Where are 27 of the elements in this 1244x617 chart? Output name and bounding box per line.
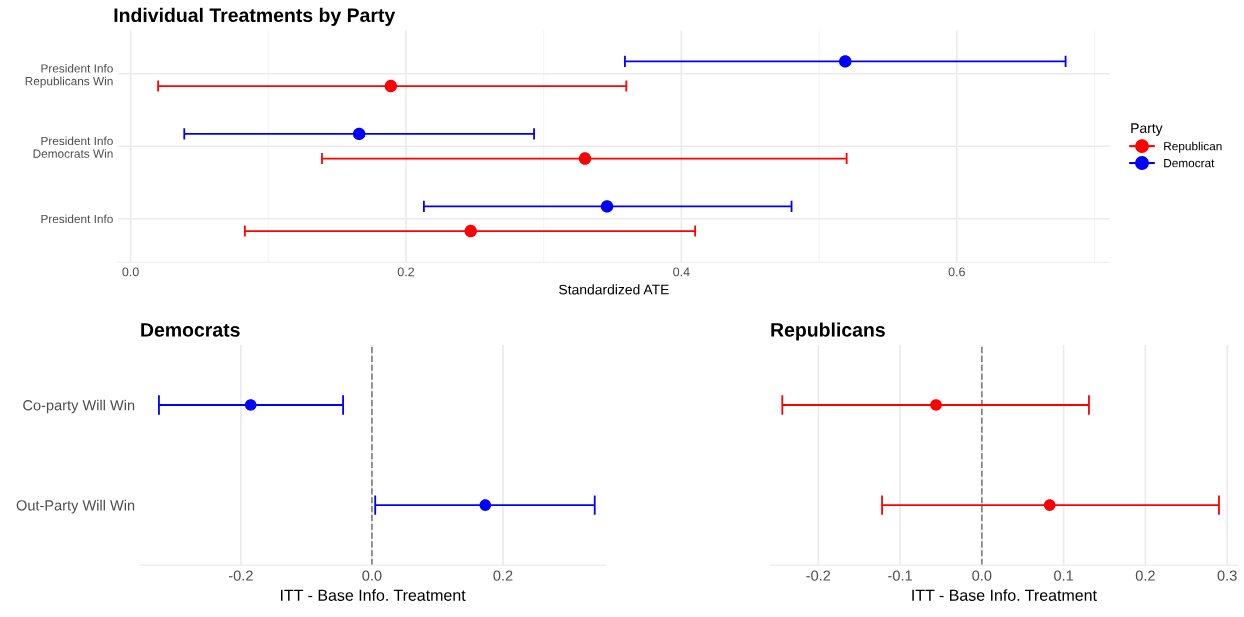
x-axis-title: ITT - Base Info. Treatment bbox=[912, 589, 1097, 601]
chart-title: Democrats bbox=[141, 323, 240, 337]
x-tick-label: 0.2 bbox=[397, 267, 415, 277]
x-tick-label: -0.1 bbox=[888, 570, 912, 581]
legend-title: Party bbox=[1131, 123, 1163, 136]
x-tick-label: 0.0 bbox=[122, 267, 139, 277]
chart-title: Individual Treatments by Party bbox=[114, 7, 396, 26]
x-tick-label: 0.2 bbox=[493, 570, 513, 581]
x-tick-label: 0.0 bbox=[972, 570, 992, 581]
x-axis-title: Standardized ATE bbox=[559, 284, 669, 295]
chart-title: Republicans bbox=[771, 322, 885, 341]
x-tick-label: 0.2 bbox=[1135, 570, 1155, 581]
x-tick-label: 0.3 bbox=[1217, 570, 1237, 581]
y-tick-label: President Info bbox=[41, 214, 113, 224]
y-tick-label: President Info Republicans Win bbox=[25, 63, 113, 88]
x-tick-label: -0.2 bbox=[806, 570, 831, 581]
y-tick-label: Co-party Will Win bbox=[23, 399, 135, 414]
x-axis-title: ITT - Base Info. Treatment bbox=[280, 589, 466, 601]
x-tick-label: -0.2 bbox=[228, 570, 253, 581]
legend-label: Democrat bbox=[1164, 159, 1215, 168]
x-tick-label: 0.6 bbox=[948, 267, 965, 277]
y-tick-label: Out-Party Will Win bbox=[16, 499, 135, 514]
x-tick-label: 0.1 bbox=[1054, 570, 1074, 581]
y-tick-label: President Info Democrats Win bbox=[33, 136, 113, 158]
x-tick-label: 0.0 bbox=[362, 570, 382, 581]
x-tick-label: 0.4 bbox=[673, 267, 690, 277]
legend-label: Republican bbox=[1164, 141, 1222, 153]
